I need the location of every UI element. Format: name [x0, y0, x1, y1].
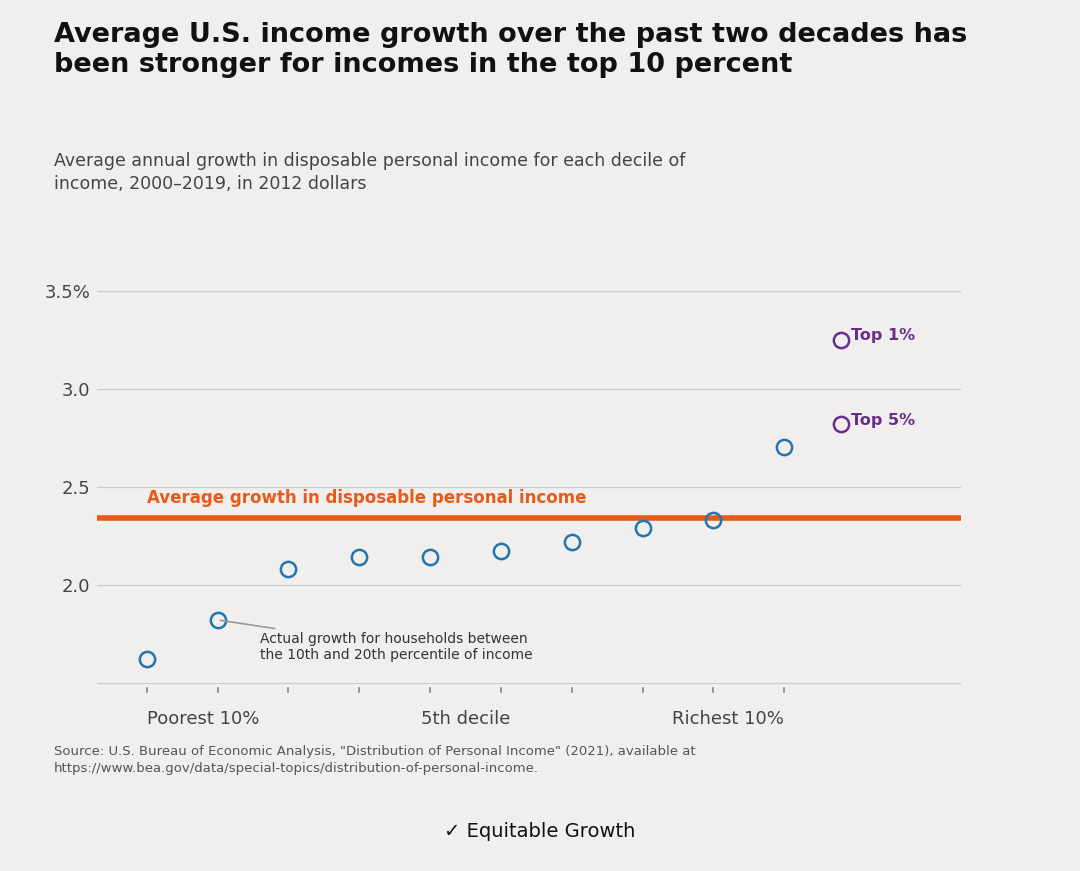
Text: Source: U.S. Bureau of Economic Analysis, "Distribution of Personal Income" (202: Source: U.S. Bureau of Economic Analysis…	[54, 745, 696, 774]
Text: Poorest 10%: Poorest 10%	[147, 710, 259, 728]
Text: Top 5%: Top 5%	[851, 413, 916, 428]
Text: Top 1%: Top 1%	[851, 328, 916, 343]
Text: Richest 10%: Richest 10%	[672, 710, 784, 728]
Text: Average annual growth in disposable personal income for each decile of
income, 2: Average annual growth in disposable pers…	[54, 152, 686, 192]
Text: ✓ Equitable Growth: ✓ Equitable Growth	[444, 821, 636, 841]
Text: Average U.S. income growth over the past two decades has
been stronger for incom: Average U.S. income growth over the past…	[54, 22, 968, 78]
Text: 5th decile: 5th decile	[421, 710, 510, 728]
Text: Average growth in disposable personal income: Average growth in disposable personal in…	[147, 490, 586, 507]
Text: Actual growth for households between
the 10th and 20th percentile of income: Actual growth for households between the…	[220, 620, 532, 662]
